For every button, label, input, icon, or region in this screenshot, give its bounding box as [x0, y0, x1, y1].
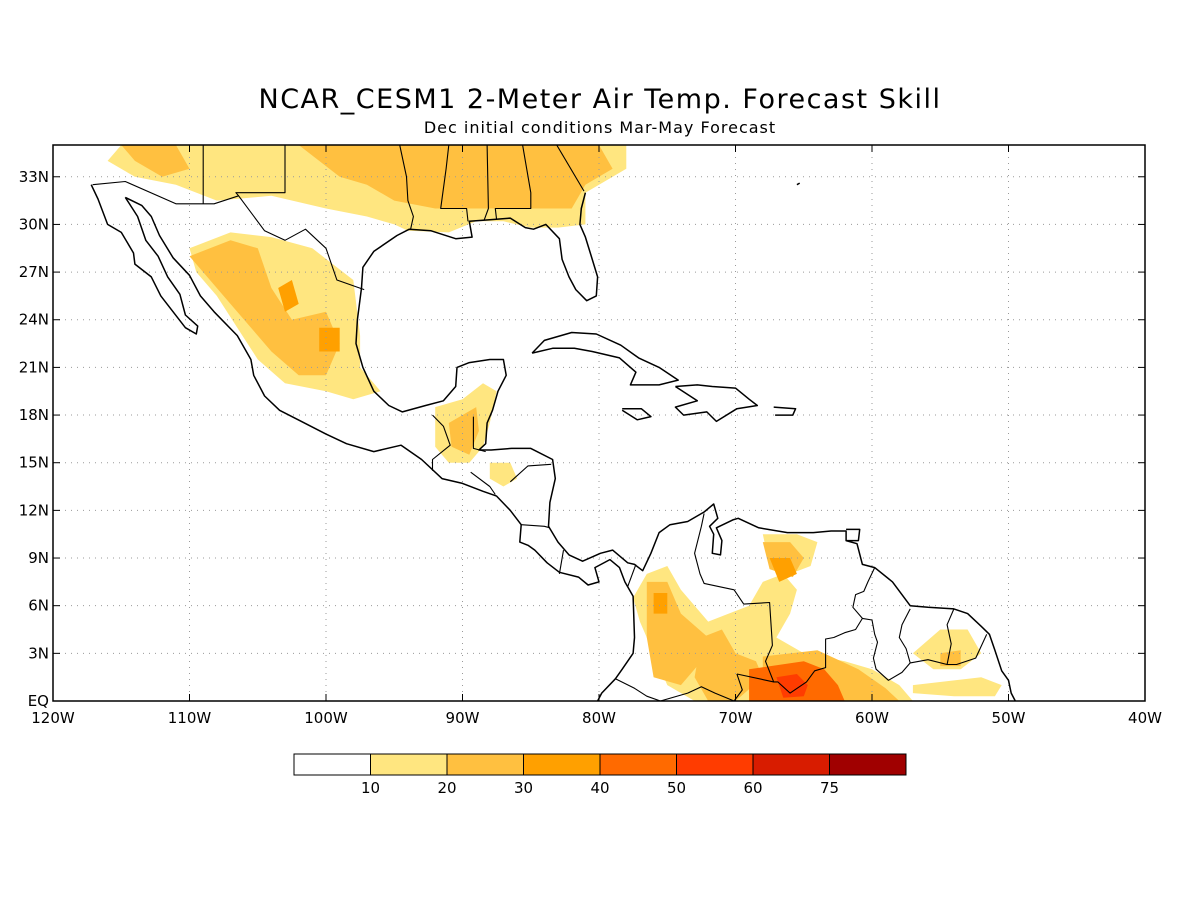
colorbar-label: 75 [820, 779, 839, 797]
y-tick-label: 21N [19, 358, 49, 376]
coastline [621, 407, 652, 421]
skill-region-level-2 [940, 650, 961, 667]
country-border [627, 564, 637, 587]
y-tick-label: 18N [19, 406, 49, 424]
skill-region-level-2 [694, 629, 763, 701]
map-subtitle: Dec initial conditions Mar-May Forecast [423, 118, 777, 137]
x-tick-label: 90W [446, 709, 480, 727]
y-tick-label: 3N [28, 644, 49, 662]
country-border [862, 617, 911, 681]
coastline [773, 406, 797, 416]
skill-region-level-2 [121, 145, 190, 177]
country-border [440, 145, 469, 222]
y-tick-label: 6N [28, 597, 49, 615]
colorbar-swatch [829, 753, 907, 776]
skill-region-level-1 [912, 677, 1002, 697]
colorbar-swatch [676, 753, 754, 776]
x-tick-label: 100W [304, 709, 348, 727]
country-border [92, 180, 365, 291]
skill-region-level-3 [319, 327, 340, 352]
coastline [124, 196, 636, 701]
y-tick-label: 24N [19, 311, 49, 329]
gridlines [53, 145, 1145, 701]
skill-region-level-1 [912, 629, 982, 670]
colorbar-swatch [752, 753, 830, 776]
skill-region-level-1 [489, 462, 518, 487]
skill-region-level-3 [769, 558, 797, 582]
x-tick-label: 50W [992, 709, 1026, 727]
country-border [483, 145, 489, 220]
map-background [53, 145, 1145, 701]
colorbar-swatch [293, 753, 371, 776]
coastline [531, 331, 679, 386]
country-border [736, 673, 774, 683]
colorbar-label: 60 [743, 779, 762, 797]
y-tick-label: 30N [19, 215, 49, 233]
skill-region-level-3 [278, 280, 299, 312]
colorbar-label: 30 [514, 779, 533, 797]
y-tick-label: 27N [19, 263, 49, 281]
skill-region-level-3 [653, 593, 668, 614]
colorbar-swatch [446, 753, 524, 776]
x-tick-label: 40W [1128, 709, 1162, 727]
coastline [796, 182, 801, 186]
country-border [898, 608, 911, 664]
country-border [910, 608, 955, 666]
country-border [472, 416, 486, 453]
y-tick-label: 15N [19, 454, 49, 472]
country-border [558, 550, 565, 574]
coastline [355, 192, 1016, 701]
coastlines-borders [90, 145, 1016, 701]
skill-region-level-5 [776, 674, 808, 698]
x-tick-label: 120W [31, 709, 75, 727]
x-tick-label: 60W [855, 709, 889, 727]
country-border [615, 673, 743, 701]
y-tick-label: EQ [28, 692, 49, 710]
country-border [556, 145, 585, 192]
map-title: NCAR_CESM1 2-Meter Air Temp. Forecast Sk… [258, 84, 942, 115]
country-border [694, 513, 876, 694]
colorbar: 10 20 30 40 50 60 75 [293, 753, 907, 797]
y-tick-label: 12N [19, 501, 49, 519]
colorbar-label: 10 [361, 779, 380, 797]
coastline [90, 184, 199, 335]
x-tick-label: 80W [582, 709, 616, 727]
country-border [494, 145, 532, 220]
y-tick-label: 9N [28, 549, 49, 567]
colorbar-swatch [523, 753, 601, 776]
colorbar-label: 20 [437, 779, 456, 797]
country-border [235, 145, 286, 197]
skill-region-level-2 [189, 240, 340, 376]
country-border [470, 471, 496, 495]
country-border [521, 524, 551, 529]
skill-region-level-2 [448, 407, 479, 455]
country-border [399, 145, 414, 230]
colorbar-label: 40 [590, 779, 609, 797]
country-border [947, 634, 988, 666]
y-tick-label: 33N [19, 168, 49, 186]
colorbar-swatch [599, 753, 677, 776]
x-tick-label: 110W [168, 709, 212, 727]
country-border [431, 414, 451, 471]
coastline [846, 528, 861, 542]
country-border [509, 463, 552, 483]
colorbar-swatch [370, 753, 448, 776]
x-tick-label: 70W [719, 709, 753, 727]
colorbar-label: 50 [667, 779, 686, 797]
coastline [674, 384, 759, 423]
